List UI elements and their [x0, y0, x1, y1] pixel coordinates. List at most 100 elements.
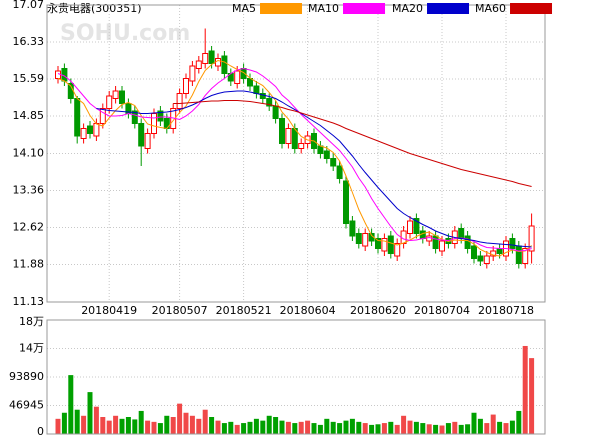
volume-bar: [324, 418, 330, 434]
volume-bar: [228, 421, 234, 434]
volume-bar: [170, 417, 176, 434]
volume-bar: [369, 424, 375, 434]
plot-layer: 17.07 16.33 15.59 14.85 14.10 13.36 12.62 11.88…: [9, 0, 545, 438]
volume-bar: [522, 345, 528, 434]
candle-body: [426, 235, 433, 242]
candle-body: [528, 225, 535, 252]
volume-frame: [46, 319, 546, 435]
volume-bar: [388, 421, 394, 434]
volume-bar: [413, 421, 419, 434]
candle-body: [183, 78, 189, 94]
volume-bar: [477, 418, 483, 434]
candle-body: [131, 110, 138, 124]
y-tick-label: 12.62: [13, 221, 45, 234]
volume-bar: [81, 415, 87, 434]
volume-bar: [452, 421, 458, 434]
y-tick-label: 46945: [9, 399, 44, 412]
volume-bar: [241, 423, 247, 434]
ma-line: [96, 90, 532, 248]
y-tick-label: 14万: [19, 342, 44, 355]
x-tick-label: 20180521: [216, 304, 272, 317]
candle-body: [394, 243, 401, 257]
candle-body: [176, 93, 183, 109]
candle-body: [144, 133, 151, 149]
candle-body: [234, 70, 241, 84]
volume-bar: [285, 421, 291, 434]
candle-body: [323, 150, 330, 159]
candle-body: [458, 228, 465, 239]
candle-body: [336, 165, 343, 179]
volume-bar: [234, 424, 240, 434]
y-tick-label: 93890: [9, 370, 44, 383]
volume-bar: [164, 415, 170, 434]
candle-body: [93, 123, 100, 137]
candle-body: [99, 108, 106, 124]
candle-body: [381, 238, 388, 252]
volume-bar: [381, 423, 387, 434]
volume-bar: [516, 410, 522, 434]
volume-bar: [465, 424, 471, 434]
candle-body: [317, 145, 324, 154]
legend-label: MA5: [232, 2, 256, 15]
volume-bar: [177, 403, 183, 434]
volume-bar: [375, 424, 381, 434]
x-tick-label: 20180704: [414, 304, 470, 317]
volume-bar: [337, 423, 343, 434]
y-tick-label: 14.85: [13, 109, 45, 122]
volume-bar: [93, 406, 99, 434]
legend-swatch: [343, 3, 386, 14]
volume-bar: [343, 420, 349, 434]
volume-bar: [484, 423, 490, 434]
x-tick-label: 20180419: [81, 304, 137, 317]
ma-line: [57, 67, 532, 252]
candle-body: [509, 238, 516, 249]
volume-bar: [221, 423, 227, 434]
volume-bar: [253, 418, 259, 434]
volume-bar: [132, 419, 138, 434]
legend-label: MA10: [308, 2, 339, 15]
volume-bar: [106, 420, 112, 434]
volume-bar: [529, 358, 535, 434]
volume-bar: [151, 421, 157, 434]
y-tick-label: 15.59: [13, 72, 45, 85]
candle-body: [285, 128, 292, 144]
volume-bar: [145, 420, 151, 434]
candle-body: [407, 220, 413, 234]
volume-bar: [119, 418, 125, 434]
candle-body: [362, 233, 369, 247]
candle-body: [215, 58, 221, 67]
candle-body: [515, 245, 522, 264]
volume-bar: [87, 392, 93, 434]
volume-bar: [458, 424, 464, 434]
legend-swatch: [510, 3, 553, 14]
x-tick-label: 20180604: [280, 304, 336, 317]
y-tick-label: 16.33: [13, 35, 45, 48]
y-tick-label: 11.13: [13, 295, 45, 308]
x-tick-label: 20180620: [350, 304, 406, 317]
volume-bar: [196, 418, 202, 434]
candle-body: [266, 98, 273, 107]
volume-bar: [311, 423, 317, 434]
volume-bar: [439, 425, 445, 434]
candle-body: [80, 128, 87, 139]
volume-bar: [509, 420, 515, 434]
volume-bar: [407, 420, 413, 434]
candle-body: [439, 240, 445, 252]
volume-bar: [157, 423, 163, 434]
x-tick-label: 20180718: [478, 304, 534, 317]
candle-body: [87, 125, 93, 134]
candle-body: [74, 98, 81, 137]
y-tick-label: 13.36: [13, 184, 45, 197]
ma-line: [173, 100, 532, 187]
candle-body: [343, 180, 349, 224]
ma-line: [57, 59, 532, 257]
volume-bar: [125, 417, 131, 434]
candle-body: [253, 85, 260, 94]
chart-title: 永贵电器(300351): [47, 1, 142, 15]
volume-bar: [471, 412, 477, 434]
legend-swatch: [427, 3, 470, 14]
volume-bar: [202, 409, 208, 434]
candle-body: [387, 235, 394, 254]
